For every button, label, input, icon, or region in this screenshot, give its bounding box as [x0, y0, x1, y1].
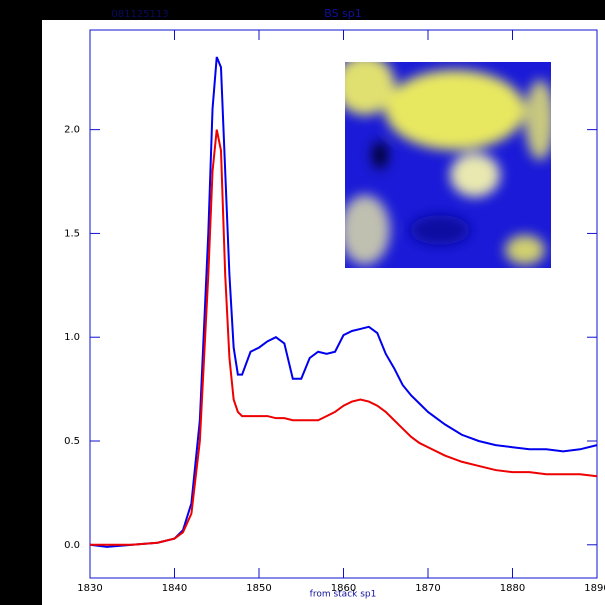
x-tick-label: 1880	[500, 583, 525, 594]
stamp: 081125113	[111, 9, 168, 20]
chart: 081125113 BS sp1 from stack sp1 0.00.51.…	[0, 0, 605, 605]
x-tick-label: 1850	[246, 583, 271, 594]
y-tick-label: 0.0	[64, 540, 80, 551]
y-tick-label: 1.5	[64, 228, 80, 239]
y-tick-label: 0.5	[64, 436, 80, 447]
x-tick-label: 1840	[162, 583, 187, 594]
x-tick-label: 1890	[584, 583, 605, 594]
y-tick-label: 1.0	[64, 332, 80, 343]
chart-title: BS sp1	[324, 7, 362, 20]
x-tick-label: 1830	[77, 583, 102, 594]
x-tick-label: 1870	[415, 583, 440, 594]
x-tick-label: 1860	[331, 583, 356, 594]
y-tick-label: 2.0	[64, 125, 80, 136]
inset-image	[335, 55, 555, 268]
